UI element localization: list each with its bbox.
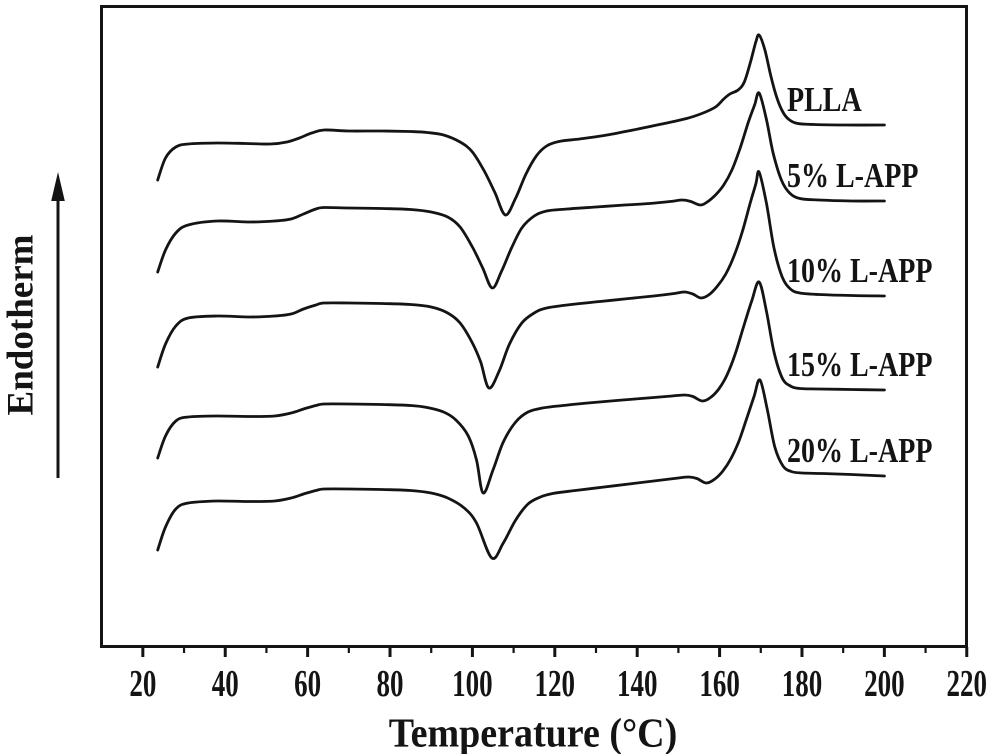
dsc-curves-group — [156, 33, 886, 560]
curve-label-15-l-app: 15% L-APP — [787, 346, 933, 385]
tick-label-40: 40 — [211, 662, 239, 705]
tick-label-200: 200 — [864, 662, 905, 705]
y-axis-title: Endotherm — [0, 234, 42, 416]
curve-label-10-l-app: 10% L-APP — [787, 252, 933, 291]
tick-label-180: 180 — [781, 662, 823, 705]
plot-border — [100, 5, 968, 648]
curve-label-plla: PLLA — [787, 81, 862, 120]
dsc-curve-plla — [156, 33, 886, 217]
tick-label-100: 100 — [452, 662, 493, 705]
endotherm-arrow-icon — [51, 172, 65, 478]
curve-label-20-l-app: 20% L-APP — [787, 432, 933, 471]
curve-label-5-l-app: 5% L-APP — [787, 157, 919, 196]
tick-label-80: 80 — [376, 662, 404, 705]
tick-label-220: 220 — [946, 662, 988, 705]
dsc-curve-15-l-app — [156, 280, 886, 495]
dsc-curve-10-l-app — [156, 169, 886, 390]
tick-label-140: 140 — [616, 662, 658, 705]
dsc-curve-5-l-app — [156, 91, 886, 290]
tick-label-20: 20 — [129, 662, 157, 705]
tick-label-160: 160 — [699, 662, 740, 705]
tick-label-60: 60 — [294, 662, 322, 705]
x-axis-title: Temperature (°C) — [388, 710, 678, 754]
x-axis-ticks — [141, 647, 969, 657]
dsc-curve-20-l-app — [156, 378, 886, 560]
tick-label-120: 120 — [534, 662, 576, 705]
